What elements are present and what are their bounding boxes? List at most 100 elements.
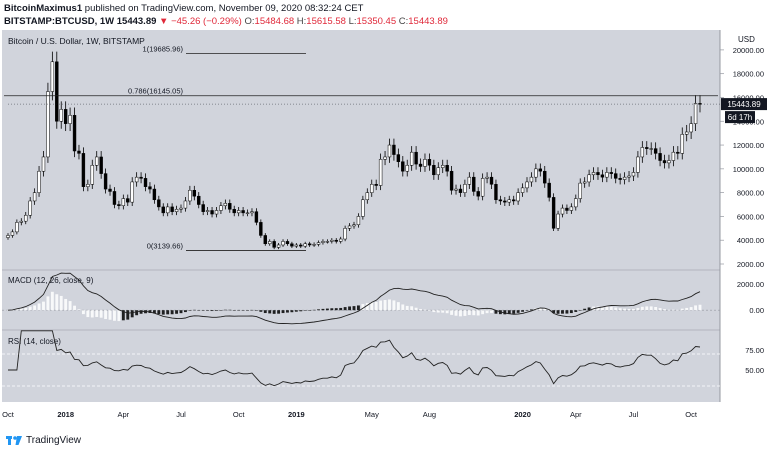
fib-level-label: 0(3139.66) xyxy=(147,241,184,250)
macd-histogram-bar xyxy=(152,310,156,314)
candle-body xyxy=(698,103,702,105)
macd-histogram-bar xyxy=(232,310,236,311)
author-name[interactable]: BitcoinMaximus1 xyxy=(4,3,83,14)
macd-histogram-bar xyxy=(689,307,693,311)
macd-histogram-bar xyxy=(303,310,307,311)
close-label: C: xyxy=(398,16,409,27)
macd-histogram-bar xyxy=(312,309,316,311)
macd-histogram-bar xyxy=(427,310,431,311)
time-axis-tick-label: Jul xyxy=(629,410,639,419)
candle-body xyxy=(636,156,640,173)
macd-histogram-bar xyxy=(640,306,644,311)
candle-body xyxy=(503,200,507,203)
candle-body xyxy=(383,156,387,160)
macd-histogram-bar xyxy=(600,306,604,311)
candle-body xyxy=(50,61,55,92)
candle-body xyxy=(485,176,489,179)
macd-histogram-bar xyxy=(361,304,365,311)
candle-body xyxy=(10,231,15,236)
fib-level-label: 1(19685.96) xyxy=(143,45,184,54)
candle-body xyxy=(188,190,192,202)
macd-histogram-bar xyxy=(206,310,210,311)
candle-body xyxy=(538,168,542,172)
price-axis-tick-label: 4000.00 xyxy=(737,236,764,245)
candle-body xyxy=(232,209,236,214)
macd-histogram-bar xyxy=(414,307,418,311)
price-axis-tick-label: 12000.00 xyxy=(733,141,764,150)
macd-line xyxy=(7,272,701,325)
candle-body xyxy=(81,153,86,187)
macd-histogram-bar xyxy=(117,310,121,322)
fib-level-label: 0.786(16145.05) xyxy=(128,87,184,96)
candle-body xyxy=(441,165,445,168)
macd-axis-tick-label: 2000.00 xyxy=(737,280,764,289)
candle-body xyxy=(197,195,201,205)
candle-body xyxy=(667,160,671,164)
candle-body xyxy=(476,191,480,197)
candle-body xyxy=(609,172,613,174)
macd-histogram-bar xyxy=(698,304,702,311)
macd-histogram-bar xyxy=(130,310,134,318)
candle-body xyxy=(574,198,578,208)
candle-body xyxy=(347,225,352,229)
candle-body xyxy=(352,224,356,227)
price-axis-tick-label: 8000.00 xyxy=(737,189,764,198)
candle-body xyxy=(534,168,538,178)
candle-body xyxy=(143,178,148,187)
candle-body xyxy=(126,198,130,203)
time-axis-tick-label: Oct xyxy=(2,410,15,419)
candle-body xyxy=(467,176,472,185)
candle-body xyxy=(658,153,662,161)
footer-branding: TradingView xyxy=(6,434,81,446)
candle-body xyxy=(374,184,378,186)
macd-histogram-bar xyxy=(494,310,498,314)
macd-histogram-bar xyxy=(286,310,289,313)
rsi-line xyxy=(8,330,701,387)
symbol-info: BITSTAMP:BTCUSD, 1W 15443.89 ▼ −45.26 (−… xyxy=(4,16,448,27)
macd-histogram-bar xyxy=(64,298,68,311)
macd-histogram-bar xyxy=(55,294,59,311)
candle-body xyxy=(605,172,609,178)
candle-body xyxy=(290,243,294,247)
candle-body xyxy=(112,191,117,205)
candle-body xyxy=(512,199,516,202)
candle-body xyxy=(543,170,547,184)
candle-body xyxy=(339,238,343,242)
candle-body xyxy=(281,241,285,246)
high-label: H: xyxy=(296,16,307,27)
candle-body xyxy=(95,156,99,166)
fib-levels: 1(19685.96) 0.786(16145.05) 0(3139.66) xyxy=(4,45,718,251)
macd-histogram-bar xyxy=(108,310,112,320)
price-axis-tick-label: 6000.00 xyxy=(737,212,764,221)
published-text: published on TradingView.com, November 0… xyxy=(84,3,364,14)
chart-title: Bitcoin / U.S. Dollar, 1W, BITSTAMP xyxy=(8,36,145,46)
candle-body xyxy=(19,220,23,223)
candle-body xyxy=(525,181,529,189)
candle-body xyxy=(152,188,157,201)
chart-area[interactable]: Bitcoin / U.S. Dollar, 1W, BITSTAMP USD … xyxy=(0,30,768,432)
macd-histogram-bar xyxy=(459,310,462,317)
candle-body xyxy=(458,188,463,193)
macd-histogram-bar xyxy=(636,307,640,311)
candle-body xyxy=(622,176,627,180)
candle-body xyxy=(489,176,494,185)
macd-histogram-bar xyxy=(113,310,116,321)
candle-body xyxy=(148,186,152,190)
candle-body xyxy=(236,210,241,214)
macd-histogram-bar xyxy=(308,310,312,311)
candle-body xyxy=(409,151,414,166)
candle-body xyxy=(378,159,383,186)
symbol-label: BITSTAMP:BTCUSD, 1W xyxy=(4,16,115,27)
macd-histogram-bar xyxy=(272,310,276,314)
candle-body xyxy=(343,228,347,240)
candle-body xyxy=(529,176,534,183)
time-axis-tick-label: May xyxy=(365,410,379,419)
macd-histogram-bar xyxy=(223,309,227,311)
candle-body xyxy=(77,150,81,154)
candle-body xyxy=(15,222,19,233)
candle-body xyxy=(449,170,454,191)
candle-body xyxy=(303,243,307,247)
candle-body xyxy=(157,199,161,208)
macd-histogram-bar xyxy=(694,305,698,311)
candle-body xyxy=(130,181,134,203)
